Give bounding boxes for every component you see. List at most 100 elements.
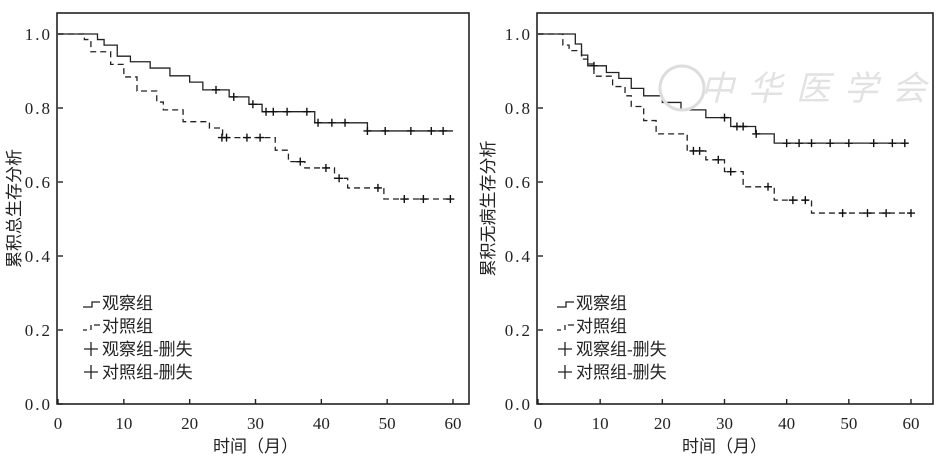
observation-censor-mark [720, 113, 729, 122]
control-censor-mark [373, 183, 382, 192]
x-tick-label: 40 [778, 414, 795, 433]
control-censor-mark [296, 157, 305, 166]
y-tick-label: 0.8 [505, 99, 532, 118]
y-tick-label: 0.4 [505, 247, 532, 266]
y-axis-title: 累积无病生存分析 [479, 141, 498, 277]
x-tick-label: 20 [654, 414, 671, 433]
control-censor-mark [863, 209, 872, 218]
x-tick-label: 10 [115, 414, 132, 433]
observation-censor-mark [739, 122, 748, 131]
control-censor-mark [242, 133, 251, 142]
x-axis-title: 时间（月） [213, 437, 298, 456]
y-tick-label: 1.0 [505, 25, 532, 44]
x-tick-label: 0 [534, 414, 543, 433]
legend-label: 观察组-删失 [576, 340, 667, 359]
control-censor-mark [321, 163, 330, 172]
control-censor-mark [400, 195, 409, 204]
observation-censor-mark [795, 139, 804, 148]
x-tick-label: 60 [445, 414, 462, 433]
plot-frame [56, 12, 470, 405]
observation-censor-mark [314, 118, 323, 127]
legend-solid-line-icon [557, 301, 574, 308]
control-censor-mark [714, 155, 723, 164]
control-group-survival-line [538, 33, 911, 214]
y-tick-label: 0.8 [25, 99, 52, 118]
watermark-seal-icon [658, 64, 706, 112]
control-censor-mark [801, 196, 810, 205]
legend-label: 对照组-删失 [576, 363, 667, 382]
observation-censor-mark [262, 107, 271, 116]
legend-dashed-line-icon [83, 324, 100, 331]
control-censor-mark [419, 195, 428, 204]
disease-free-survival-chart: 0.0 0.2 0.4 0.6 0.8 1.0 0 10 20 30 40 50 60 时间（月） 累积无病… [479, 12, 934, 456]
x-tick-label: 0 [54, 414, 63, 433]
x-tick-label: 30 [247, 414, 264, 433]
legend-censor-plus-icon [558, 365, 572, 379]
legend-label: 对照组-删失 [102, 363, 193, 382]
observation-censor-mark [439, 126, 448, 135]
x-tick-label: 20 [181, 414, 198, 433]
x-tick-label: 50 [840, 414, 857, 433]
observation-censor-mark [869, 139, 878, 148]
legend-dashed-line-icon [557, 324, 574, 331]
legend-label: 对照组 [102, 317, 153, 336]
watermark-logo: 中华医学会 [700, 71, 940, 108]
control-censor-mark [907, 209, 915, 218]
y-axis-title: 累积总生存分析 [5, 149, 24, 268]
y-tick-label: 0.0 [25, 395, 52, 414]
observation-censor-mark [302, 107, 311, 116]
legend-label: 观察组 [576, 294, 627, 313]
legend-label: 观察组 [102, 294, 153, 313]
observation-group-survival-line [58, 33, 453, 132]
legend-label: 观察组-删失 [102, 340, 193, 359]
observation-censor-mark [807, 139, 816, 148]
observation-censor-mark [406, 126, 415, 135]
observation-censor-mark [327, 118, 336, 127]
observation-censor-mark [844, 139, 853, 148]
y-tick-label: 0.2 [505, 321, 532, 340]
observation-censor-mark [888, 139, 897, 148]
x-tick-label: 60 [903, 414, 920, 433]
plot-frame [536, 12, 934, 405]
legend-label: 对照组 [576, 317, 627, 336]
legend-solid-line-icon [83, 301, 100, 308]
y-tick-label: 0.6 [505, 173, 532, 192]
overall-survival-chart: 0.0 0.2 0.4 0.6 0.8 1.0 0 10 20 30 40 50 60 时间（月） 累积总生… [5, 12, 470, 456]
x-tick-label: 50 [379, 414, 396, 433]
observation-censor-mark [248, 100, 257, 109]
y-tick-label: 0.2 [25, 321, 52, 340]
control-group-survival-line [58, 33, 453, 200]
control-censor-mark [882, 209, 891, 218]
observation-censor-mark [363, 126, 372, 135]
legend-censor-plus-icon [84, 365, 98, 379]
observation-censor-mark [229, 92, 238, 101]
control-censor-mark [764, 182, 773, 191]
y-tick-label: 0.6 [25, 173, 52, 192]
control-censor-mark [726, 167, 735, 176]
control-censor-mark [222, 133, 231, 142]
control-censor-mark [695, 146, 704, 155]
x-tick-label: 30 [716, 414, 733, 433]
x-tick-label: 10 [592, 414, 609, 433]
observation-censor-mark [341, 118, 350, 127]
control-censor-mark [788, 196, 797, 205]
observation-censor-mark [283, 107, 292, 116]
observation-censor-mark [900, 139, 909, 148]
control-censor-mark [446, 195, 455, 204]
control-censor-mark [838, 209, 847, 218]
observation-censor-mark [269, 107, 278, 116]
observation-censor-mark [826, 139, 835, 148]
control-censor-mark [256, 133, 265, 142]
y-tick-label: 0.4 [25, 247, 52, 266]
control-censor-mark [335, 174, 344, 183]
x-axis-title: 时间（月） [682, 437, 767, 456]
y-tick-label: 1.0 [25, 25, 52, 44]
observation-censor-mark [782, 139, 791, 148]
observation-censor-mark [212, 85, 220, 94]
legend-censor-plus-icon [84, 342, 98, 356]
observation-censor-mark [427, 126, 436, 135]
observation-censor-mark [381, 126, 390, 135]
y-tick-label: 0.0 [505, 395, 532, 414]
x-tick-label: 40 [313, 414, 330, 433]
